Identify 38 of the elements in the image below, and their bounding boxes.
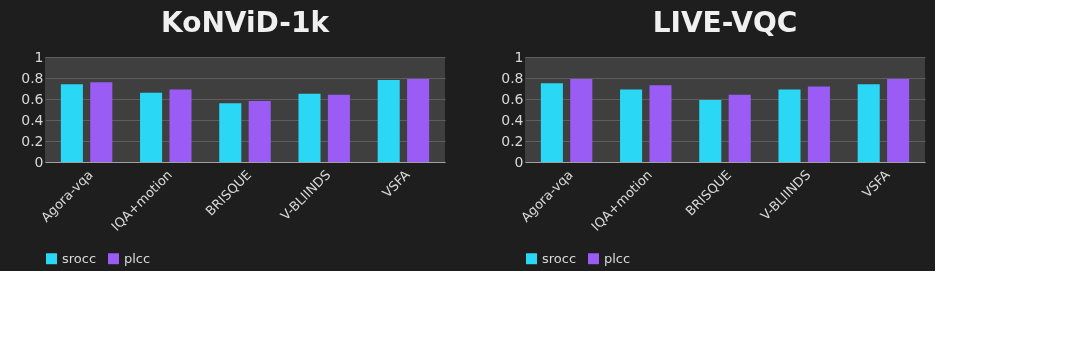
y-tick-label: 0 — [34, 153, 44, 170]
y-tick-label: 0.2 — [21, 132, 44, 149]
legend-label: srocc — [62, 250, 97, 266]
bar — [540, 83, 563, 162]
y-tick-label: 0.6 — [501, 90, 524, 107]
bar — [887, 79, 910, 162]
y-tick-label: 0 — [514, 153, 524, 170]
bar — [219, 103, 242, 162]
y-tick-label: 0.2 — [501, 132, 524, 149]
bar — [857, 84, 880, 162]
legend-label: plcc — [124, 250, 151, 266]
bar — [377, 80, 400, 162]
bar — [407, 79, 430, 162]
bar — [620, 89, 643, 162]
bar — [570, 79, 593, 162]
bar — [248, 101, 271, 162]
bar — [807, 86, 830, 162]
y-tick-label: 0.8 — [21, 69, 44, 86]
bar — [298, 93, 321, 162]
y-tick-label: 0.8 — [501, 69, 524, 86]
y-tick-label: 1 — [34, 48, 44, 65]
bar — [699, 100, 722, 162]
bar — [778, 89, 801, 162]
y-tick-label: 1 — [514, 48, 524, 65]
legend-label: plcc — [604, 250, 631, 266]
bar — [60, 84, 83, 162]
chart-title: KoNViD-1k — [160, 6, 331, 39]
bar — [327, 94, 350, 162]
bar — [649, 85, 672, 162]
y-tick-label: 0.4 — [21, 111, 44, 128]
bar — [90, 82, 113, 162]
bar — [140, 92, 163, 162]
chart-title: LIVE-VQC — [652, 6, 798, 39]
bar — [169, 89, 192, 162]
bar — [728, 94, 751, 162]
legend-label: srocc — [542, 250, 577, 266]
y-tick-label: 0.6 — [21, 90, 44, 107]
y-tick-label: 0.4 — [501, 111, 524, 128]
